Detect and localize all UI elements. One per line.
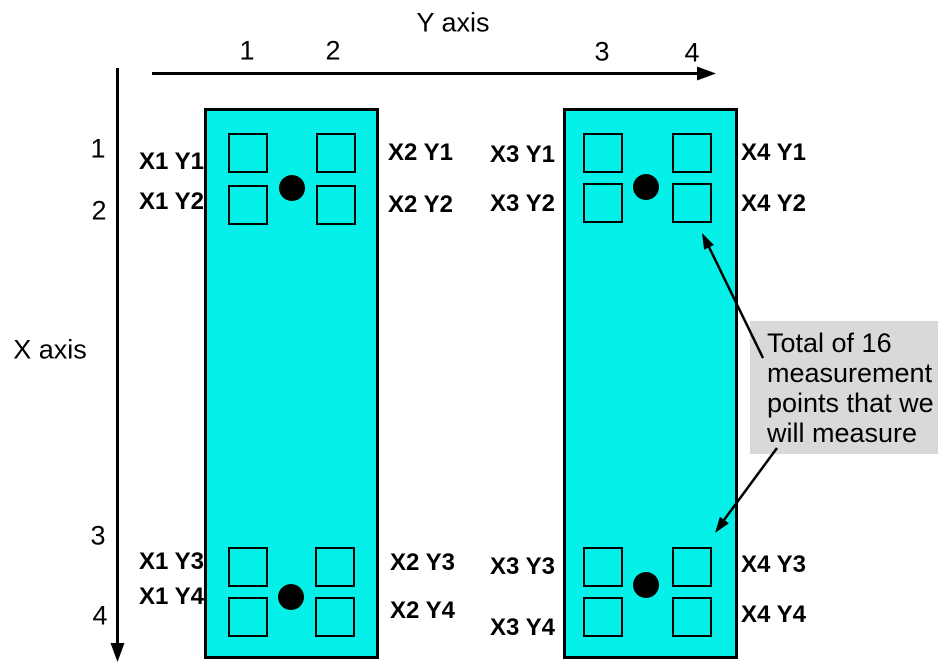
label-x2y1: X2 Y1 [388,139,453,166]
measurement-point-square [583,183,623,223]
measurement-point-square [672,547,712,587]
y-axis-arrowhead-icon [697,66,716,81]
y-axis-tick-2: 2 [325,35,341,66]
measurement-point-square [583,597,623,637]
label-x4y2: X4 Y2 [741,190,806,217]
center-dot [279,175,305,201]
center-dot [633,174,659,200]
x-axis-arrowhead-icon [110,643,125,662]
x-axis-tick-3: 3 [90,520,106,551]
measurement-point-square [672,597,712,637]
label-x4y4: X4 Y4 [741,601,806,628]
measurement-point-square [316,185,356,225]
x-axis-tick-4: 4 [92,600,108,631]
measurement-point-square [228,133,268,173]
label-x3y4: X3 Y4 [490,614,555,641]
annotation-line: points that we [767,388,934,418]
measurement-point-square [583,133,623,173]
label-x3y2: X3 Y2 [490,190,555,217]
panel-right [563,108,738,659]
label-x2y4: X2 Y4 [390,597,455,624]
label-x4y1: X4 Y1 [741,139,806,166]
annotation-line: measurement [767,358,933,388]
measurement-point-square [315,597,355,637]
measurement-point-square [228,185,268,225]
label-x1y2: X1 Y2 [139,188,204,215]
label-x2y2: X2 Y2 [388,191,453,218]
measurement-point-square [315,547,355,587]
annotation-box: Total of 16 measurement points that we w… [750,321,938,454]
label-x1y3: X1 Y3 [139,548,204,575]
label-x1y4: X1 Y4 [139,583,204,610]
center-dot [278,584,304,610]
measurement-point-square [583,547,623,587]
label-x1y1: X1 Y1 [139,148,204,175]
y-axis-tick-1: 1 [239,35,255,66]
label-x2y3: X2 Y3 [390,549,455,576]
y-axis-tick-3: 3 [594,36,610,67]
measurement-point-square [672,133,712,173]
measurement-point-square [672,183,712,223]
y-axis-tick-4: 4 [684,37,700,68]
label-x4y3: X4 Y3 [741,551,806,578]
annotation-line: will measure [767,418,918,448]
x-axis-tick-1: 1 [90,133,106,164]
x-axis-tick-2: 2 [91,195,107,226]
center-dot [633,572,659,598]
label-x3y1: X3 Y1 [490,141,555,168]
measurement-point-square [228,547,268,587]
measurement-point-square [316,133,356,173]
measurement-point-square [228,597,268,637]
annotation-line: Total of 16 [767,328,892,358]
x-axis-title: X axis [13,334,87,365]
y-axis-title: Y axis [416,7,490,38]
label-x3y3: X3 Y3 [490,553,555,580]
